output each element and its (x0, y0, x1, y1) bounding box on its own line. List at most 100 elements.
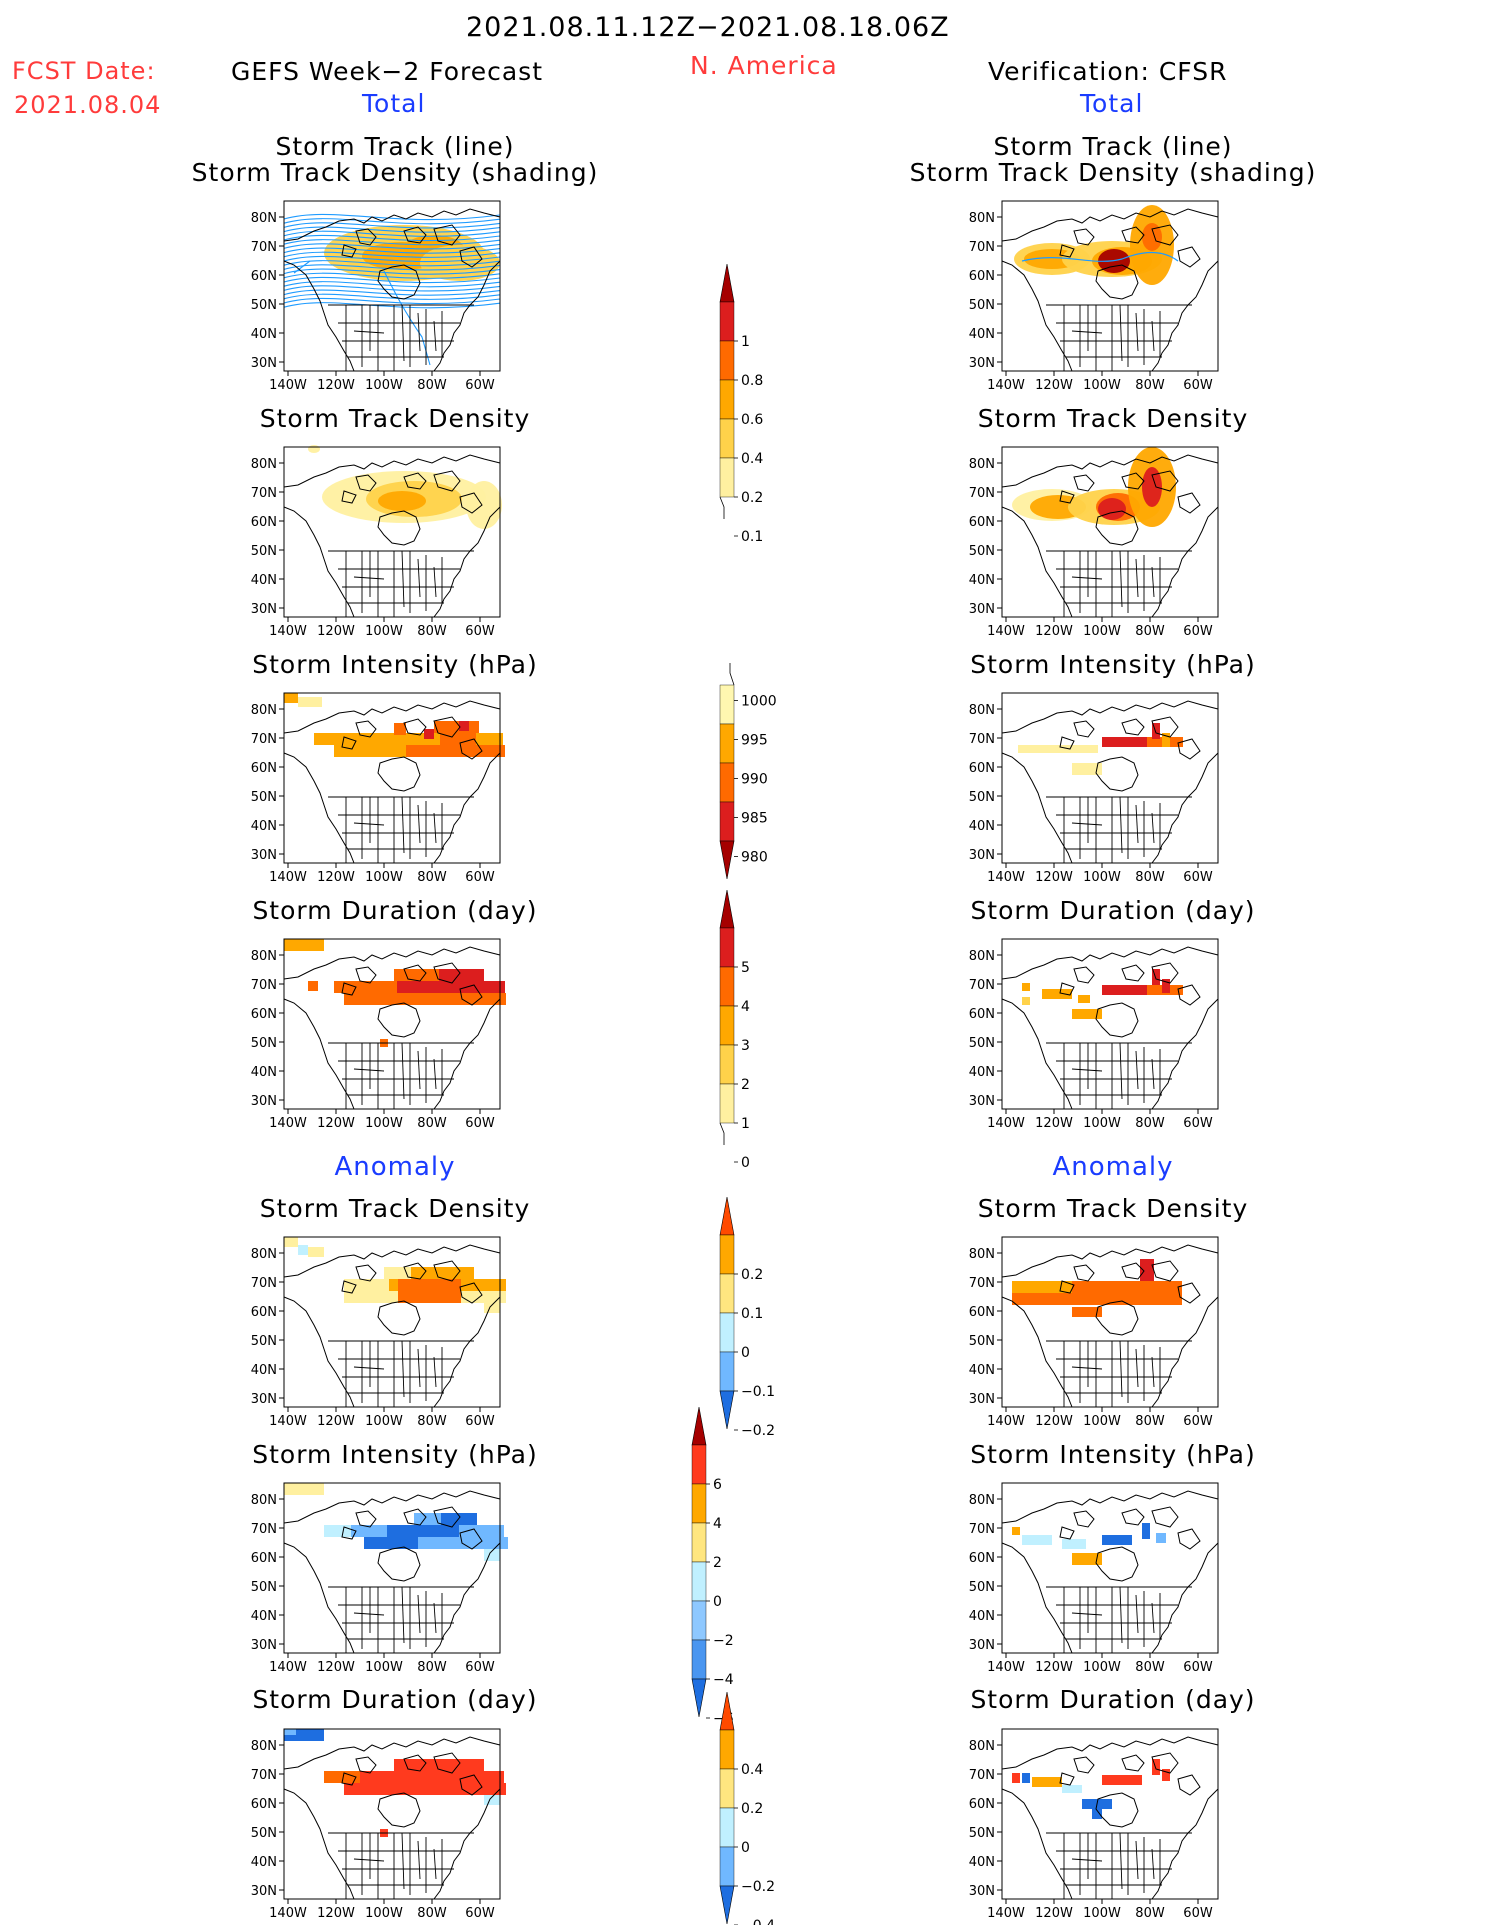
storm-track-line (283, 222, 501, 229)
map-panel-right-density: 80N 70N 60N 50N 40N 30N 140W 120W 100W 80W 60W (969, 446, 1219, 639)
lon-tick-label: 100W (1083, 870, 1121, 885)
left-title-density: Storm Track Density (259, 404, 531, 433)
lon-tick-label: 100W (1083, 1660, 1121, 1675)
grid-cell (1062, 1785, 1082, 1793)
grid-cell (1162, 1281, 1172, 1293)
coastline (459, 738, 483, 760)
map-panel-right-duration-anom: 80N 70N 60N 50N 40N 30N 140W 120W 100W 80W 60W (969, 1728, 1219, 1921)
coastline (433, 1296, 501, 1408)
lat-tick-label: 70N (969, 732, 995, 747)
colorbar-label: 995 (741, 733, 768, 749)
grid-cell (436, 1537, 445, 1549)
lat-tick-label: 60N (969, 1551, 995, 1566)
coastline (403, 1508, 427, 1526)
grid-cell (1062, 1281, 1072, 1293)
colorbar-arrow-top (719, 1196, 735, 1236)
grid-cell (377, 733, 386, 745)
coastline (283, 208, 501, 242)
storm-track-line (283, 213, 501, 221)
grid-cell (1088, 745, 1098, 753)
grid-cell (479, 1783, 488, 1795)
grid-cell (424, 745, 433, 757)
lat-tick-label: 50N (969, 298, 995, 313)
coastline (1001, 700, 1219, 734)
lat-tick-label: 50N (969, 790, 995, 805)
colorbar-label: 4 (741, 999, 750, 1015)
map-layer (1001, 1244, 1219, 1408)
map-frame (1001, 938, 1219, 1110)
grid-cell (459, 1513, 468, 1525)
colorbar-segment (719, 1005, 735, 1046)
coastline (377, 1792, 421, 1828)
grid-cell (470, 1279, 479, 1291)
lat-tick-label: 30N (251, 1094, 277, 1109)
lat-tick-label: 40N (969, 573, 995, 588)
map-frame (1001, 692, 1219, 864)
grid-cell (497, 993, 506, 1005)
grid-cell (443, 721, 452, 733)
grid-cell (333, 1771, 342, 1783)
coastline (1001, 1490, 1219, 1524)
colorbar-segment (691, 1444, 707, 1485)
storm-track-line (283, 247, 501, 254)
colorbar-label: 0.4 (741, 451, 763, 467)
coastline (1151, 470, 1179, 492)
grid-cell (432, 1771, 441, 1783)
lat-tick-label: 40N (969, 1363, 995, 1378)
lon-tick-label: 140W (987, 1414, 1025, 1429)
state-border (1119, 1042, 1123, 1100)
map-layer (283, 939, 506, 1110)
storm-track-line (283, 289, 501, 296)
lat-tick-label: 70N (969, 240, 995, 255)
coastline (459, 1528, 483, 1550)
map-layer (283, 1729, 506, 1900)
coastline (1151, 716, 1179, 738)
grid-cell (440, 733, 449, 745)
coastline (1059, 244, 1075, 258)
grid-cell (361, 745, 370, 757)
grid-cell (398, 1783, 407, 1795)
coastline (341, 244, 357, 258)
state-border (1071, 1858, 1103, 1862)
state-border (1135, 804, 1139, 844)
grid-cell (396, 1525, 405, 1537)
coastline (433, 1506, 461, 1528)
grid-cell (479, 1291, 488, 1303)
state-border (401, 1586, 405, 1644)
coastline (1177, 738, 1201, 760)
map-frame (283, 1236, 501, 1408)
grid-cell (421, 969, 430, 981)
lat-tick-label: 70N (969, 1768, 995, 1783)
map-layer (1001, 1490, 1219, 1654)
left-title-duration-anom: Storm Duration (day) (252, 1685, 538, 1714)
grid-cell (1174, 737, 1183, 747)
grid-cell (414, 1771, 423, 1783)
map-panel-right-duration: 80N 70N 60N 50N 40N 30N 140W 120W 100W 80W 60W (969, 938, 1219, 1131)
lat-tick-label: 40N (969, 1065, 995, 1080)
lat-tick-label: 80N (251, 211, 277, 226)
colorbar-label: 4 (713, 1516, 722, 1532)
grid-cell (298, 1245, 308, 1255)
lat-tick-label: 70N (251, 732, 277, 747)
map-frame (283, 692, 501, 864)
lat-tick-label: 60N (251, 1551, 277, 1566)
colorbar-label: 5 (741, 960, 750, 976)
grid-cell (452, 1291, 461, 1303)
map-background (1002, 1237, 1218, 1407)
colorbar-label: 0.2 (741, 490, 763, 506)
grid-cell (415, 981, 424, 993)
lat-tick-label: 60N (969, 1305, 995, 1320)
lat-tick-label: 60N (969, 1007, 995, 1022)
lat-tick-label: 50N (969, 1580, 995, 1595)
lon-tick-label: 60W (465, 1660, 495, 1675)
lon-tick-label: 60W (465, 870, 495, 885)
lat-tick-label: 40N (251, 1609, 277, 1624)
grid-cell (378, 1771, 387, 1783)
grid-cell (1102, 737, 1111, 747)
colorbar-tail (729, 663, 735, 686)
grid-cell (1092, 1809, 1102, 1819)
colorbar-tail (719, 496, 725, 519)
grid-cell (472, 1537, 481, 1549)
map-panel-left-duration-anom: 80N 70N 60N 50N 40N 30N 140W 120W 100W 80W 60W (251, 1728, 506, 1921)
grid-cell (284, 693, 298, 703)
